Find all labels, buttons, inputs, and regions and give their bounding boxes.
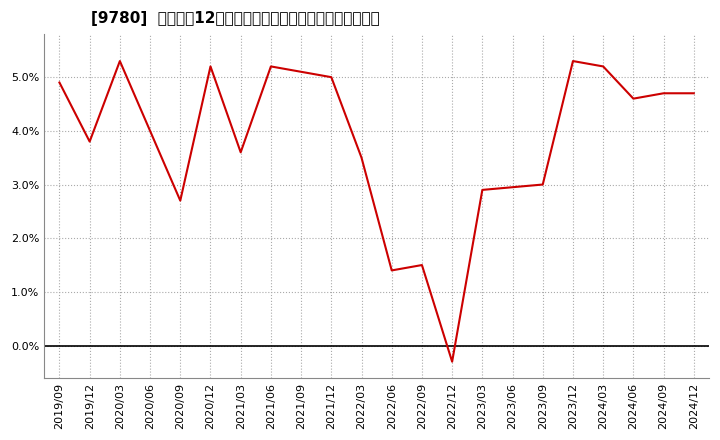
Text: [9780]  売上高の12か月移動合計の対前年同期増減率の推移: [9780] 売上高の12か月移動合計の対前年同期増減率の推移 — [91, 11, 379, 26]
